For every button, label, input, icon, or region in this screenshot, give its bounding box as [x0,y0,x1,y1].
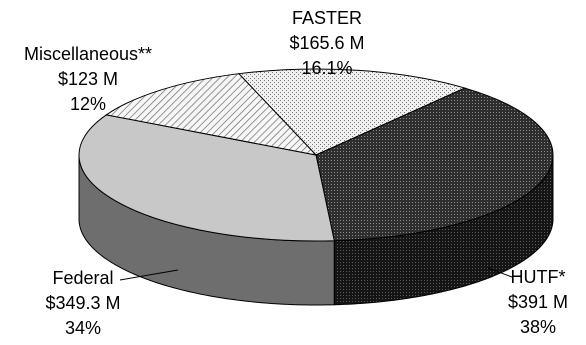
slice-miscellaneous [105,73,318,156]
hutf-amount-label: $391 M [508,292,568,312]
federal-name-label: Federal [52,268,113,288]
hutf-name-label: HUTF* [511,267,566,287]
federal-amount-label: $349.3 M [45,293,120,313]
federal-percent-label: 34% [65,318,101,338]
faster-amount-label: $165.6 M [289,33,364,53]
faster-name-label: FASTER [292,8,362,28]
slice-hutf [315,87,554,242]
hutf-percent-label: 38% [520,317,556,337]
pie-top-faces [78,68,554,242]
slice-label-hutf: HUTF* $391 M 38% [508,267,568,337]
slice-label-misc: Miscellaneous** $123 M 12% [24,44,152,114]
misc-amount-label: $123 M [58,69,118,89]
misc-name-label: Miscellaneous** [24,44,152,64]
slice-label-faster: FASTER $165.6 M 16.1% [289,8,364,78]
label-leader-lines [119,267,513,281]
federal-leader-line [119,269,179,281]
hutf-leader-line [487,267,513,278]
faster-percent-label: 16.1% [301,58,352,78]
misc-percent-label: 12% [70,94,106,114]
slice-faster [237,68,467,156]
slice-label-federal: Federal $349.3 M 34% [45,268,120,338]
